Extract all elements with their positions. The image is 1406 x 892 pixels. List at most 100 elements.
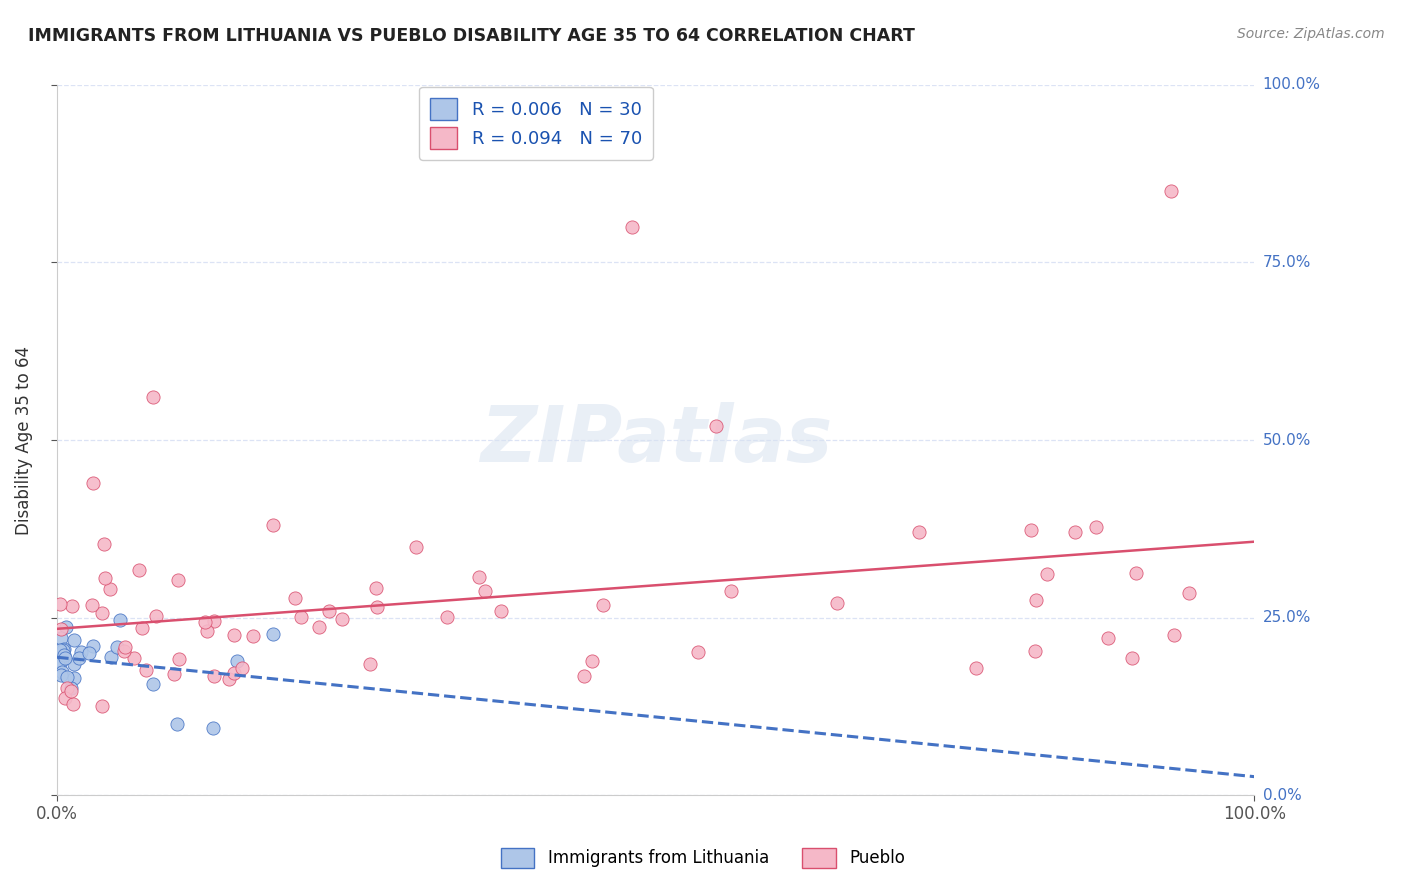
Point: [59, 684, 82, 698]
Text: IMMIGRANTS FROM LITHUANIA VS PUEBLO DISABILITY AGE 35 TO 64 CORRELATION CHART: IMMIGRANTS FROM LITHUANIA VS PUEBLO DISA…: [28, 27, 915, 45]
Point: [63, 632, 86, 647]
Point: [100, 582, 122, 596]
Point: [52, 642, 75, 657]
Point: [91, 698, 114, 713]
Point: [46, 657, 69, 671]
Point: [359, 657, 381, 672]
Point: [82, 640, 104, 654]
Text: 100.0%: 100.0%: [1263, 78, 1320, 93]
Point: [62, 671, 84, 685]
Point: [135, 663, 157, 677]
Point: [60, 599, 83, 614]
Point: [167, 652, 190, 666]
Point: [49, 632, 72, 646]
Point: [225, 654, 247, 668]
Point: [163, 667, 186, 681]
Point: [49, 622, 72, 636]
Point: [1025, 593, 1047, 607]
Point: [908, 525, 931, 540]
Point: [720, 583, 742, 598]
Point: [56, 670, 79, 684]
Point: [48, 666, 70, 681]
Text: 75.0%: 75.0%: [1263, 255, 1310, 270]
Point: [142, 677, 165, 691]
Point: [330, 612, 353, 626]
Point: [70, 645, 93, 659]
Point: [284, 591, 307, 605]
Point: [1024, 644, 1046, 658]
Point: [52, 642, 75, 657]
Point: [572, 669, 595, 683]
Point: [67, 651, 90, 665]
Point: [49, 644, 72, 658]
Point: [194, 615, 217, 629]
Point: [62, 657, 84, 671]
Point: [366, 600, 388, 615]
Y-axis label: Disability Age 35 to 64: Disability Age 35 to 64: [15, 345, 32, 534]
Point: [1121, 650, 1143, 665]
Point: [827, 596, 849, 610]
Point: [202, 669, 225, 683]
Point: [79, 646, 101, 660]
Point: [114, 640, 136, 655]
Point: [686, 645, 709, 659]
Point: [704, 418, 727, 433]
Point: [436, 609, 458, 624]
Point: [93, 537, 115, 551]
Point: [218, 672, 240, 686]
Point: [231, 661, 253, 675]
Point: [474, 583, 496, 598]
Point: [142, 391, 165, 405]
Legend: R = 0.006   N = 30, R = 0.094   N = 70: R = 0.006 N = 30, R = 0.094 N = 70: [419, 87, 652, 160]
Point: [59, 681, 82, 695]
Point: [110, 613, 132, 627]
Point: [80, 598, 103, 612]
Point: [489, 604, 512, 618]
Point: [82, 475, 104, 490]
Text: Source: ZipAtlas.com: Source: ZipAtlas.com: [1237, 27, 1385, 41]
Point: [1178, 586, 1201, 600]
Point: [131, 622, 153, 636]
Point: [195, 624, 218, 639]
Point: [51, 665, 73, 679]
Point: [290, 610, 312, 624]
Point: [242, 629, 264, 643]
Point: [468, 570, 491, 584]
Point: [1063, 525, 1085, 540]
Point: [222, 628, 245, 642]
Point: [965, 661, 987, 675]
Point: [620, 219, 643, 234]
Point: [167, 573, 190, 587]
Point: [308, 620, 330, 634]
Point: [1019, 524, 1042, 538]
Point: [262, 627, 284, 641]
Point: [49, 643, 72, 657]
Point: [49, 597, 72, 611]
Point: [128, 563, 150, 577]
Point: [405, 540, 427, 554]
Point: [49, 667, 72, 681]
Legend: Immigrants from Lithuania, Pueblo: Immigrants from Lithuania, Pueblo: [495, 841, 911, 875]
Text: 25.0%: 25.0%: [1263, 610, 1310, 625]
Point: [1125, 566, 1147, 581]
Point: [105, 640, 128, 654]
Point: [112, 643, 135, 657]
Point: [201, 721, 224, 735]
Point: [55, 681, 77, 696]
Text: ZIPatlas: ZIPatlas: [479, 402, 832, 478]
Point: [222, 665, 245, 680]
Point: [94, 571, 117, 585]
Point: [592, 598, 614, 612]
Point: [55, 620, 77, 634]
Point: [1085, 520, 1108, 534]
Point: [202, 615, 225, 629]
Point: [100, 650, 122, 665]
Point: [318, 604, 340, 618]
Point: [62, 698, 84, 712]
Point: [1163, 628, 1185, 642]
Point: [145, 608, 167, 623]
Point: [55, 651, 77, 665]
Text: 50.0%: 50.0%: [1263, 433, 1310, 448]
Point: [581, 654, 603, 668]
Point: [52, 648, 75, 662]
